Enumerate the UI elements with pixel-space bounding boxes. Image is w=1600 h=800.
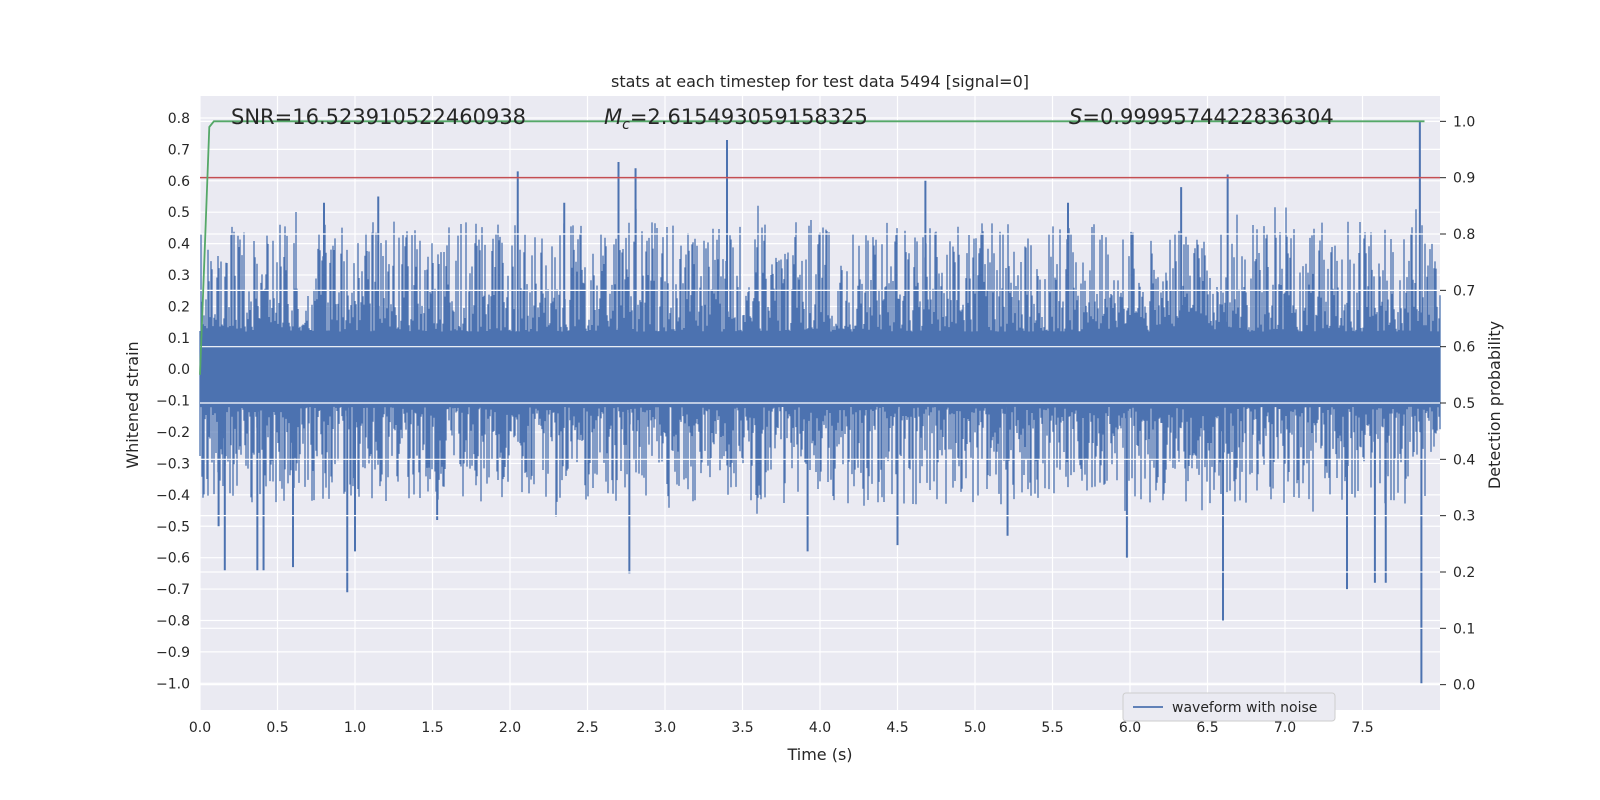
y-tick-label: 0.6 [168, 174, 190, 190]
y2-tick-label: 1.0 [1453, 114, 1475, 130]
y-axis-label: Whitened strain [123, 341, 142, 468]
series-waveform [199, 121, 1441, 684]
legend-box [1122, 692, 1336, 722]
y-tick-label: −0.7 [156, 582, 190, 598]
x-tick-label: 3.5 [731, 720, 753, 736]
y2-tick-label: 0.1 [1453, 621, 1475, 637]
s-symbol: S [1069, 105, 1082, 129]
waveform-noise-band [199, 205, 1441, 517]
y-tick-label: 0.2 [168, 299, 190, 315]
y-tick-label: −0.4 [156, 488, 190, 504]
x-tick-label: 3.0 [654, 720, 676, 736]
y-tick-label: −1.0 [156, 676, 190, 692]
y-tick-label: −0.9 [156, 645, 190, 661]
x-tick-label: 2.5 [576, 720, 598, 736]
s-value: =0.9999574422836304 [1082, 105, 1333, 129]
x-tick-label: 6.0 [1119, 720, 1141, 736]
y-tick-labels: 0.8 0.7 0.6 0.5 0.4 0.3 0.2 0.1 0.0 −0.1 −0.2 −0.3 −… [156, 111, 190, 692]
y-tick-label: −0.8 [156, 613, 190, 629]
x-tick-label: 7.0 [1274, 720, 1296, 736]
y2-tick-label: 0.8 [1453, 227, 1475, 243]
y2-tick-label: 0.2 [1453, 565, 1475, 581]
y2-tick-label: 0.0 [1453, 678, 1475, 694]
y2-tick-labels: 1.0 0.9 0.8 0.7 0.6 0.5 0.4 0.3 0.2 0.1 0.0 [1440, 114, 1475, 694]
x-tick-label: 0.0 [189, 720, 211, 736]
x-tick-label: 0.5 [266, 720, 288, 736]
mc-symbol: M [604, 105, 622, 129]
x-axis-label: Time (s) [786, 745, 852, 764]
detection-probability-line [199, 120, 1425, 375]
x-tick-label: 1.0 [344, 720, 366, 736]
y2-tick-label: 0.5 [1453, 396, 1475, 412]
annotation-s: S=0.9999574422836304 [1069, 105, 1334, 129]
mc-subscript: c [622, 117, 630, 133]
annotation-snr: SNR=16.523910522460938 [231, 105, 526, 129]
x-tick-label: 2.0 [499, 720, 521, 736]
y2-tick-label: 0.6 [1453, 340, 1475, 356]
y-tick-label: −0.2 [156, 425, 190, 441]
y2-tick-label: 0.7 [1453, 283, 1475, 299]
x-tick-label: 5.0 [964, 720, 986, 736]
y-tick-label: −0.6 [156, 551, 190, 567]
chart-title: stats at each timestep for test data 549… [611, 72, 1029, 91]
y-tick-label: −0.1 [156, 394, 190, 410]
y2-tick-label: 0.9 [1453, 171, 1475, 187]
series-detection-probability [199, 120, 1440, 375]
y-tick-label: 0.0 [168, 362, 190, 378]
x-tick-label: 4.5 [886, 720, 908, 736]
x-tick-label: 5.5 [1041, 720, 1063, 736]
x-tick-label: 4.0 [809, 720, 831, 736]
annotation-chirp-mass: Mc=2.615493059158325 [604, 105, 868, 133]
y-tick-label: 0.1 [168, 331, 190, 347]
y-tick-label: 0.4 [168, 237, 190, 253]
x-tick-label: 6.5 [1196, 720, 1218, 736]
x-tick-label: 1.5 [421, 720, 443, 736]
x-tick-labels: 0.0 0.5 1.0 1.5 2.0 2.5 3.0 3.5 4.0 4.5 5.0 5.5 6.0 6… [189, 720, 1374, 736]
y-tick-label: 0.5 [168, 205, 190, 221]
mc-value: =2.615493059158325 [630, 105, 868, 129]
y-tick-label: 0.8 [168, 111, 190, 127]
legend: waveform with noise [1122, 692, 1336, 722]
legend-entry-waveform: waveform with noise [1172, 700, 1317, 716]
y-tick-label: −0.3 [156, 456, 190, 472]
y-tick-label: −0.5 [156, 519, 190, 535]
x-tick-label: 7.5 [1351, 720, 1373, 736]
y-tick-label: 0.7 [168, 142, 190, 158]
y2-axis-label: Detection probability [1485, 321, 1504, 489]
y2-tick-label: 0.4 [1453, 452, 1475, 468]
y2-tick-label: 0.3 [1453, 509, 1475, 525]
y-tick-label: 0.3 [168, 268, 190, 284]
